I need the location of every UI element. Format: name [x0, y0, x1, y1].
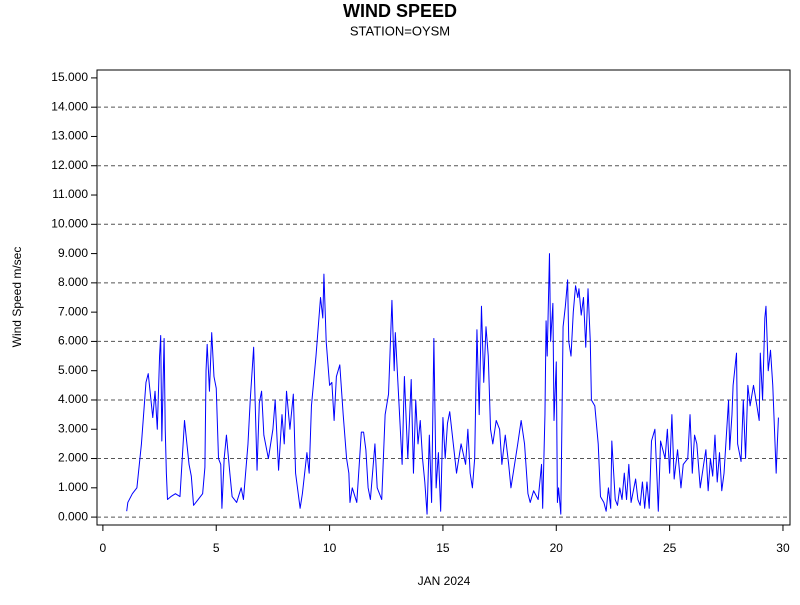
y-tick-label: 10.000: [51, 216, 88, 230]
x-tick-label: 5: [213, 541, 220, 555]
y-tick-label: 14.000: [51, 99, 88, 113]
x-tick-label: 20: [550, 541, 564, 555]
y-tick-label: 4.000: [58, 392, 88, 406]
x-axis-label: JAN 2024: [418, 574, 471, 588]
chart-title: WIND SPEED: [343, 1, 457, 21]
y-tick-label: 3.000: [58, 421, 88, 435]
y-tick-label: 12.000: [51, 158, 88, 172]
x-tick-label: 15: [436, 541, 450, 555]
x-tick-label: 30: [776, 541, 790, 555]
chart-subtitle: STATION=OYSM: [350, 23, 450, 38]
y-tick-label: 0.000: [58, 509, 88, 523]
y-tick-label: 2.000: [58, 451, 88, 465]
y-tick-label: 15.000: [51, 70, 88, 84]
y-tick-label: 13.000: [51, 129, 88, 143]
x-tick-label: 0: [100, 541, 107, 555]
x-tick-label: 10: [323, 541, 337, 555]
y-axis-label: Wind Speed m/sec: [10, 247, 24, 348]
y-tick-label: 9.000: [58, 246, 88, 260]
x-tick-label: 25: [663, 541, 677, 555]
wind-speed-line: [126, 253, 779, 515]
y-tick-label: 5.000: [58, 363, 88, 377]
y-tick-label: 6.000: [58, 334, 88, 348]
plot-frame: [96, 69, 791, 526]
y-tick-label: 8.000: [58, 275, 88, 289]
y-tick-label: 1.000: [58, 480, 88, 494]
y-tick-label: 7.000: [58, 304, 88, 318]
y-tick-label: 11.000: [52, 187, 88, 201]
